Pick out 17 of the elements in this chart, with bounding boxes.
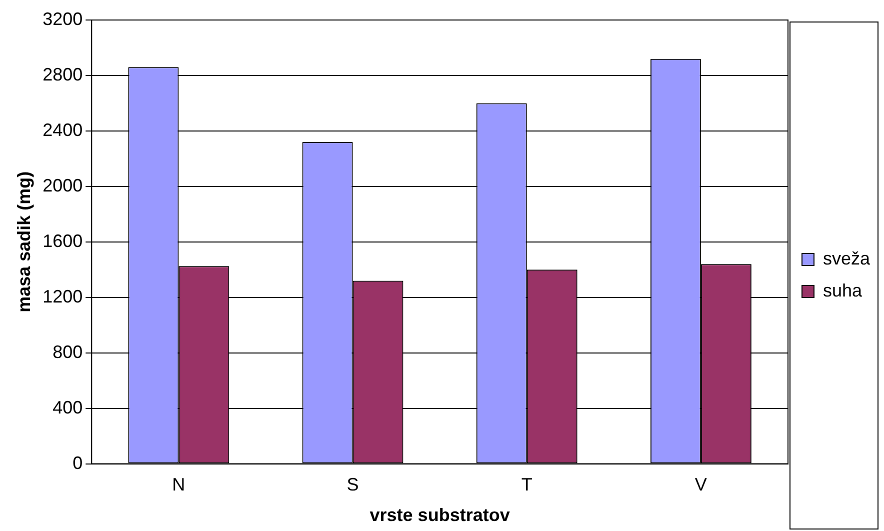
y-tick-label: 1600 (42, 230, 83, 251)
y-tick-label: 2000 (42, 175, 83, 196)
y-axis-title: masa sadik (mg) (14, 171, 34, 312)
x-tick-label: T (521, 474, 532, 495)
legend-label: sveža (822, 248, 871, 268)
x-axis-title: vrste substratov (370, 505, 510, 526)
y-tick-label: 1200 (42, 286, 83, 306)
legend-label: suha (822, 280, 863, 300)
y-tick-label: 0 (72, 452, 83, 473)
y-tick-label: 2400 (42, 120, 83, 140)
y-tick-label: 400 (52, 397, 83, 418)
y-tick-label: 2800 (42, 64, 83, 84)
y-tick-label: 800 (52, 342, 83, 362)
x-tick-label: V (694, 474, 707, 495)
x-tick-label: N (172, 474, 186, 495)
y-tick-label: 3200 (42, 8, 83, 29)
x-tick-label: S (346, 474, 359, 495)
